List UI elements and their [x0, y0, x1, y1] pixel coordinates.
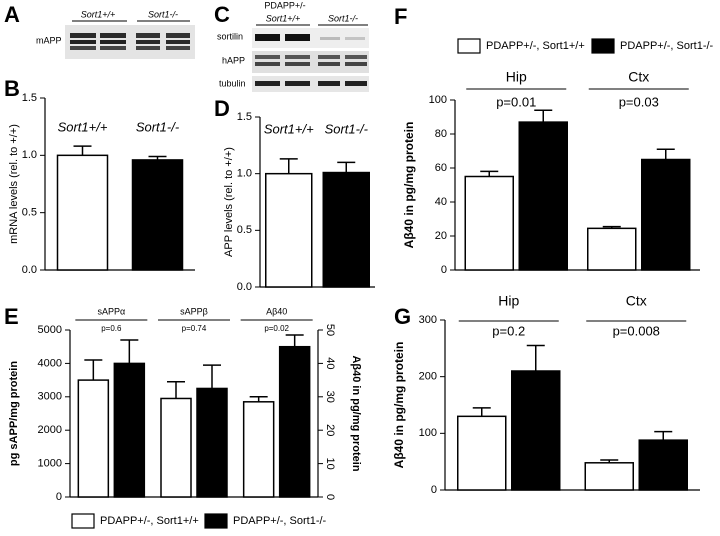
panel-letter: C [214, 2, 230, 27]
legend-label: PDAPP+/-, Sort1-/- [233, 515, 327, 527]
bar [641, 158, 691, 271]
group-label: Ctx [626, 293, 647, 309]
p-value: p=0.74 [182, 324, 207, 333]
group-label: Hip [498, 293, 519, 309]
y-tick-label: 20 [435, 230, 447, 242]
p-value: p=0.008 [613, 323, 660, 338]
row-label: sortilin [217, 31, 243, 41]
y-tick-label: 0 [56, 491, 62, 503]
y-tick-label: 1.5 [22, 92, 37, 104]
y-tick-label: 1000 [38, 458, 62, 470]
bar [511, 370, 561, 491]
legend-label: PDAPP+/-, Sort1+/+ [486, 40, 585, 52]
y-tick-label: 40 [435, 196, 447, 208]
legend-label: PDAPP+/-, Sort1+/+ [100, 515, 199, 527]
group-label: sAPPα [97, 306, 125, 316]
category-label: Sort1+/+ [58, 119, 108, 134]
y-tick-label: 0.5 [237, 224, 252, 236]
y-axis-label: Aβ40 in pg/mg protein [402, 122, 416, 249]
group-label: Aβ40 [266, 306, 287, 316]
blot-header: PDAPP+/- [264, 0, 305, 10]
bar [242, 401, 275, 498]
y2-tick-label: 40 [324, 357, 336, 369]
y-tick-label: 2000 [38, 424, 62, 436]
bar [77, 379, 110, 498]
row-label: mAPP [36, 35, 62, 45]
category-label: Sort1-/- [136, 119, 180, 134]
group-label: Ctx [628, 69, 649, 85]
p-value: p=0.02 [264, 324, 289, 333]
lane-label: Sort1-/- [148, 9, 178, 19]
legend-label: PDAPP+/-, Sort1-/- [620, 40, 714, 52]
legend-swatch [457, 38, 481, 54]
y2-tick-label: 10 [324, 457, 336, 469]
y-tick-label: 1.0 [22, 149, 37, 161]
p-value: p=0.03 [619, 94, 659, 109]
bar [278, 345, 311, 498]
row-label: tubulin [219, 78, 246, 88]
p-value: p=0.6 [101, 324, 122, 333]
lane-label: Sort1+/+ [266, 13, 301, 23]
legend-swatch [204, 513, 228, 529]
y-tick-label: 0.0 [237, 281, 252, 293]
panel-letter: G [394, 304, 411, 329]
y-axis-label: mRNA levels (rel. to +/+) [8, 124, 20, 244]
panel-letter: E [4, 304, 19, 329]
y2-tick-label: 50 [324, 324, 336, 336]
y-axis-label: pg sAPP/mg protein [8, 361, 20, 466]
group-label: sAPPβ [180, 306, 208, 316]
panel-letter: A [4, 2, 20, 27]
bar [56, 154, 109, 271]
y-tick-label: 0.5 [22, 207, 37, 219]
y-tick-label: 0 [441, 264, 447, 276]
y-tick-label: 1.0 [237, 168, 252, 180]
y-tick-label: 100 [419, 427, 437, 439]
bar [638, 439, 688, 491]
p-value: p=0.2 [492, 323, 525, 338]
bar [160, 397, 192, 498]
bar [464, 175, 514, 271]
blot-image [65, 25, 195, 59]
y-tick-label: 60 [435, 162, 447, 174]
category-label: Sort1+/+ [264, 121, 314, 136]
y-tick-label: 100 [429, 94, 447, 106]
bar [518, 121, 568, 271]
lane-label: Sort1+/+ [81, 9, 116, 19]
legend-swatch [591, 38, 615, 54]
bar [131, 159, 184, 271]
row-label: hAPP [222, 55, 245, 65]
y-tick-label: 0 [431, 484, 437, 496]
blot-image [252, 28, 369, 92]
y-tick-label: 200 [419, 371, 437, 383]
bar [322, 171, 370, 288]
group-label: Hip [506, 69, 527, 85]
y2-tick-label: 30 [324, 391, 336, 403]
bar [587, 227, 637, 271]
y-tick-label: 80 [435, 128, 447, 140]
y2-tick-label: 20 [324, 424, 336, 436]
y-axis-label: Aβ40 in pg/mg protein [392, 342, 406, 469]
panel-letter: D [214, 96, 230, 121]
y-axis-label: APP levels (rel. to +/+) [223, 147, 235, 257]
y-tick-label: 1.5 [237, 111, 252, 123]
lane-label: Sort1-/- [328, 13, 358, 23]
panel-letter: B [4, 76, 20, 101]
y2-tick-label: 0 [324, 494, 336, 500]
bar [457, 415, 507, 491]
bar [265, 172, 313, 288]
bar [113, 362, 146, 498]
y2-axis-label: Aβ40 in pg/mg protein [350, 355, 362, 471]
y-tick-label: 3000 [38, 391, 62, 403]
bar [584, 462, 634, 491]
bar [196, 387, 228, 498]
category-label: Sort1-/- [325, 121, 369, 136]
y-tick-label: 300 [419, 314, 437, 326]
y-tick-label: 0.0 [22, 264, 37, 276]
legend-swatch [71, 513, 95, 529]
y-tick-label: 4000 [38, 357, 62, 369]
y-tick-label: 5000 [38, 324, 62, 336]
p-value: p=0.01 [496, 94, 536, 109]
panel-letter: F [394, 4, 407, 29]
